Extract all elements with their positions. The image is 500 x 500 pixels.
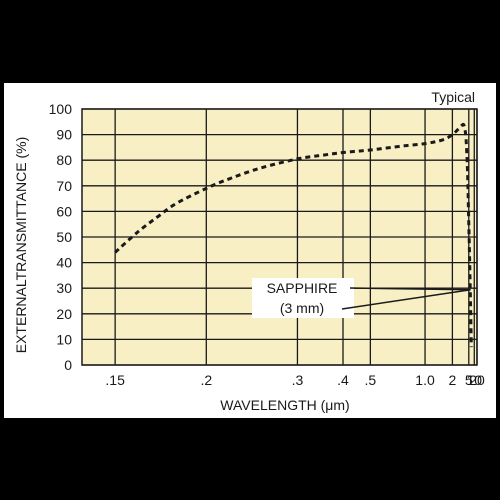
y-tick-label: 100 xyxy=(49,101,73,117)
x-tick-label: .5 xyxy=(365,372,377,388)
annotation-backing xyxy=(252,278,354,318)
x-tick-label: 1.0 xyxy=(415,372,435,388)
grid-lines xyxy=(81,108,478,366)
y-tick-label: 60 xyxy=(56,203,72,219)
y-tick-label: 50 xyxy=(56,229,72,245)
x-axis-title: WAVELENGTH (μm) xyxy=(220,397,349,413)
annotation-leader xyxy=(349,287,471,291)
annotation-layer: SAPPHIRE (3 mm) xyxy=(252,278,471,318)
x-tick-label: .3 xyxy=(292,372,304,388)
x-tick-label: 5 xyxy=(465,372,473,388)
x-tick-label: .2 xyxy=(200,372,212,388)
y-tick-label: 20 xyxy=(56,306,72,322)
curve-layer xyxy=(114,122,473,348)
x-tick-label: .4 xyxy=(337,372,349,388)
y-axis-title: EXTERNALTRANSMITTANCE (%) xyxy=(13,137,29,354)
x-tick-label: 10 xyxy=(466,372,482,388)
y-tick-label: 90 xyxy=(56,127,72,143)
x-tick-label: 2 xyxy=(448,372,456,388)
transmittance-curve xyxy=(114,122,473,348)
corner-label: Typical xyxy=(431,89,475,105)
y-tick-label: 0 xyxy=(64,357,72,373)
y-tick-label: 70 xyxy=(56,178,72,194)
annotation-leader xyxy=(341,289,471,310)
y-tick-label: 10 xyxy=(56,331,72,347)
y-tick-label: 80 xyxy=(56,152,72,168)
x-tick-label: 20 xyxy=(469,372,485,388)
x-tick-label: .15 xyxy=(105,372,125,388)
annotation-label: SAPPHIRE xyxy=(267,280,338,296)
plot-border xyxy=(81,108,478,366)
y-tick-label: 30 xyxy=(56,280,72,296)
annotation-sublabel: (3 mm) xyxy=(280,300,324,316)
y-tick-label: 40 xyxy=(56,255,72,271)
y-tick-labels: 0 10 20 30 40 50 60 70 80 90 100 xyxy=(49,101,73,373)
